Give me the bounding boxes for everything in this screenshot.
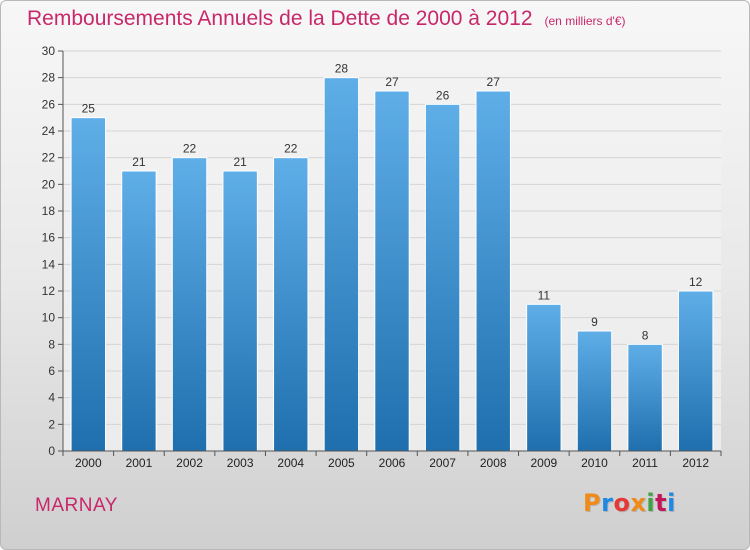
bar bbox=[121, 170, 157, 452]
x-tick-label: 2002 bbox=[176, 456, 203, 470]
bar bbox=[475, 90, 511, 452]
logo-letter: i bbox=[646, 489, 656, 517]
bar-value-label: 9 bbox=[591, 315, 598, 329]
bar bbox=[374, 90, 410, 452]
y-tick-label: 8 bbox=[48, 337, 55, 351]
bar-value-label: 25 bbox=[82, 102, 96, 116]
y-tick-label: 6 bbox=[48, 364, 55, 378]
chart-title: Remboursements Annuels de la Dette de 20… bbox=[27, 7, 626, 31]
y-tick-label: 4 bbox=[48, 391, 55, 405]
x-tick-label: 2003 bbox=[227, 456, 254, 470]
bar-value-label: 21 bbox=[132, 155, 146, 169]
x-tick-label: 2008 bbox=[480, 456, 507, 470]
commune-name: MARNAY bbox=[35, 495, 118, 516]
x-tick-label: 2001 bbox=[126, 456, 153, 470]
bars: 25 21 22 21 22 28 27 26 27 11 9 8 12 bbox=[70, 62, 714, 452]
bar bbox=[424, 103, 461, 452]
y-tick-label: 10 bbox=[42, 311, 56, 325]
y-tick-label: 30 bbox=[42, 44, 56, 58]
x-tick-label: 2009 bbox=[530, 456, 557, 470]
chart-unit: (en milliers d'€) bbox=[544, 14, 626, 28]
y-tick-label: 24 bbox=[42, 124, 56, 138]
bar bbox=[323, 77, 360, 452]
y-tick-label: 20 bbox=[42, 177, 56, 191]
logo-letter: t bbox=[655, 489, 668, 517]
bar-value-label: 22 bbox=[284, 142, 298, 156]
y-tick-label: 2 bbox=[48, 417, 55, 431]
logo-letter: r bbox=[601, 489, 614, 517]
bar-value-label: 22 bbox=[183, 142, 197, 156]
logo-letter: x bbox=[630, 489, 647, 517]
bar-value-label: 11 bbox=[538, 288, 551, 302]
bar bbox=[171, 157, 208, 452]
logo-letter: P bbox=[583, 489, 602, 517]
bar-value-label: 26 bbox=[436, 88, 450, 102]
bar bbox=[273, 157, 309, 452]
logo-letter: o bbox=[613, 489, 631, 517]
y-tick-label: 22 bbox=[42, 151, 56, 165]
bar-value-label: 12 bbox=[689, 275, 703, 289]
y-tick-label: 0 bbox=[48, 444, 55, 458]
bar-value-label: 27 bbox=[385, 75, 399, 89]
bar bbox=[627, 343, 663, 452]
y-tick-label: 12 bbox=[42, 284, 56, 298]
bar bbox=[70, 117, 107, 452]
x-tick-label: 2000 bbox=[75, 456, 102, 470]
x-tick-label: 2004 bbox=[277, 456, 304, 470]
x-axis: 2000 2001 2002 2003 2004 2005 2006 2007 2008 2009… bbox=[62, 450, 722, 470]
y-tick-label: 16 bbox=[42, 231, 56, 245]
y-tick-label: 14 bbox=[42, 257, 56, 271]
bar bbox=[222, 170, 258, 452]
x-tick-label: 2010 bbox=[581, 456, 608, 470]
x-tick-label: 2012 bbox=[682, 456, 709, 470]
y-tick-label: 26 bbox=[42, 97, 56, 111]
chart-title-text: Remboursements Annuels de la Dette de 20… bbox=[27, 7, 533, 30]
y-tick-label: 18 bbox=[42, 204, 56, 218]
bar-value-label: 27 bbox=[487, 75, 501, 89]
bar-value-label: 28 bbox=[335, 62, 349, 76]
bar bbox=[677, 290, 714, 452]
bar bbox=[576, 330, 613, 452]
x-tick-label: 2006 bbox=[379, 456, 406, 470]
y-tick-label: 28 bbox=[42, 71, 56, 85]
x-tick-label: 2005 bbox=[328, 456, 355, 470]
bar-value-label: 8 bbox=[642, 328, 649, 342]
proxiti-logo: Proxiti bbox=[583, 489, 676, 517]
logo-letter: i bbox=[667, 489, 676, 517]
bar-value-label: 21 bbox=[233, 155, 247, 169]
x-tick-label: 2007 bbox=[429, 456, 456, 470]
x-tick-label: 2011 bbox=[632, 456, 658, 470]
bar bbox=[526, 303, 562, 452]
